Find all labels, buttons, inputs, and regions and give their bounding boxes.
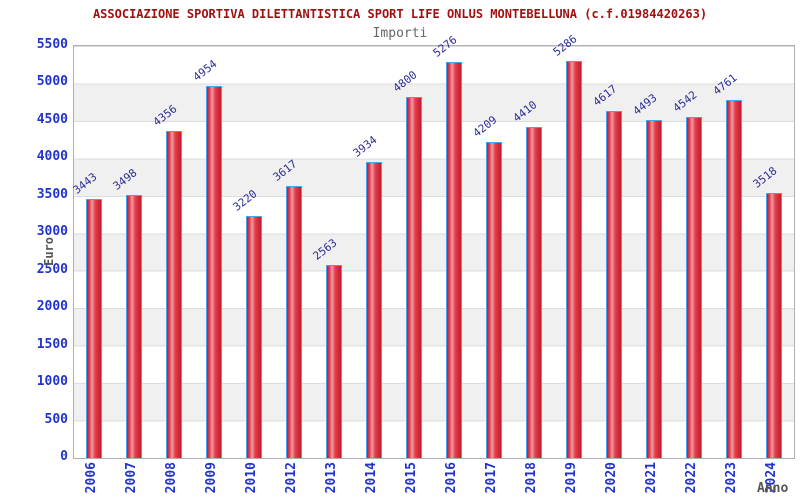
bar-2019 <box>566 61 582 458</box>
x-axis-tick-2009: 2009 <box>204 462 219 494</box>
bar-value-label: 3498 <box>110 166 140 193</box>
x-axis-tick-2018: 2018 <box>524 462 539 494</box>
x-axis-tick-2020: 2020 <box>604 462 619 494</box>
x-axis-title: Anno <box>757 481 789 496</box>
x-axis-tick-2010: 2010 <box>244 462 259 494</box>
x-axis-tick-2023: 2023 <box>724 462 739 494</box>
bar-value-label: 4493 <box>630 91 660 119</box>
y-axis-tick: 3500 <box>36 186 68 202</box>
bar-2023 <box>726 100 742 458</box>
bar-2018 <box>526 126 542 458</box>
bar-value-label: 4617 <box>590 82 620 109</box>
bar-2017 <box>486 141 502 458</box>
x-axis-tick-2016: 2016 <box>444 462 459 494</box>
x-axis-tick-2014: 2014 <box>364 462 379 494</box>
bar-2012 <box>286 186 302 458</box>
bar-value-label: 3934 <box>350 133 380 161</box>
bar-value-label: 4761 <box>710 71 740 99</box>
bar-2020 <box>606 111 622 458</box>
bar-value-label: 4954 <box>190 57 220 84</box>
bar-2010 <box>246 215 262 458</box>
bar-2008 <box>166 130 182 458</box>
x-axis-tick-2007: 2007 <box>124 462 139 494</box>
bar-value-label: 3443 <box>70 170 100 197</box>
y-axis-tick: 1000 <box>36 374 68 390</box>
bar-2014 <box>366 162 382 458</box>
y-axis-tick: 4500 <box>36 111 68 127</box>
bar-value-label: 4800 <box>390 68 420 96</box>
x-axis-tick-2015: 2015 <box>404 462 419 494</box>
y-axis-tick: 3000 <box>36 224 68 240</box>
y-axis-tick: 5500 <box>36 37 68 52</box>
x-axis-tick-2013: 2013 <box>324 462 339 494</box>
y-axis-title: Euro <box>42 237 56 266</box>
y-axis-tick: 0 <box>60 449 68 464</box>
x-axis-tick-2021: 2021 <box>644 462 659 494</box>
x-axis-tick-2017: 2017 <box>484 462 499 494</box>
y-axis-tick: 500 <box>44 411 68 427</box>
bar-2013 <box>326 265 342 458</box>
y-axis-tick: 4000 <box>36 149 68 165</box>
y-axis-tick: 1500 <box>36 336 68 352</box>
chart-subtitle: Importi <box>372 26 428 41</box>
y-axis-tick: 2000 <box>36 299 68 315</box>
x-axis-tick-2008: 2008 <box>164 462 179 494</box>
bar-2024 <box>766 193 782 458</box>
bar-2007 <box>126 194 142 458</box>
bar-2009 <box>206 85 222 458</box>
bar-2021 <box>646 120 662 458</box>
bar-2006 <box>86 199 102 458</box>
bar-value-label: 3617 <box>270 157 300 184</box>
y-axis-tick: 2500 <box>36 261 68 277</box>
bar-2016 <box>446 61 462 458</box>
bar-value-label: 4209 <box>470 112 500 140</box>
bar-value-label: 4410 <box>510 97 540 125</box>
bar-value-label: 3518 <box>750 164 780 192</box>
bar-value-label: 4542 <box>670 87 700 115</box>
x-axis-tick-2019: 2019 <box>564 462 579 494</box>
plot-area: 3443 3498 4356 4954 3220 3617 2563 3934 4800 5276… <box>70 32 795 459</box>
bar-value-label: 4356 <box>150 101 180 129</box>
bar-2015 <box>406 97 422 458</box>
x-axis-tick-2006: 2006 <box>84 462 99 494</box>
x-axis-tick-2022: 2022 <box>684 462 699 494</box>
bar-2022 <box>686 116 702 458</box>
y-axis-tick: 5000 <box>36 74 68 90</box>
bar-value-label: 3220 <box>230 187 260 214</box>
bar-value-label: 2563 <box>310 236 340 263</box>
chart-title: ASSOCIAZIONE SPORTIVA DILETTANTISTICA SP… <box>92 7 708 21</box>
x-axis-tick-2012: 2012 <box>284 462 299 494</box>
